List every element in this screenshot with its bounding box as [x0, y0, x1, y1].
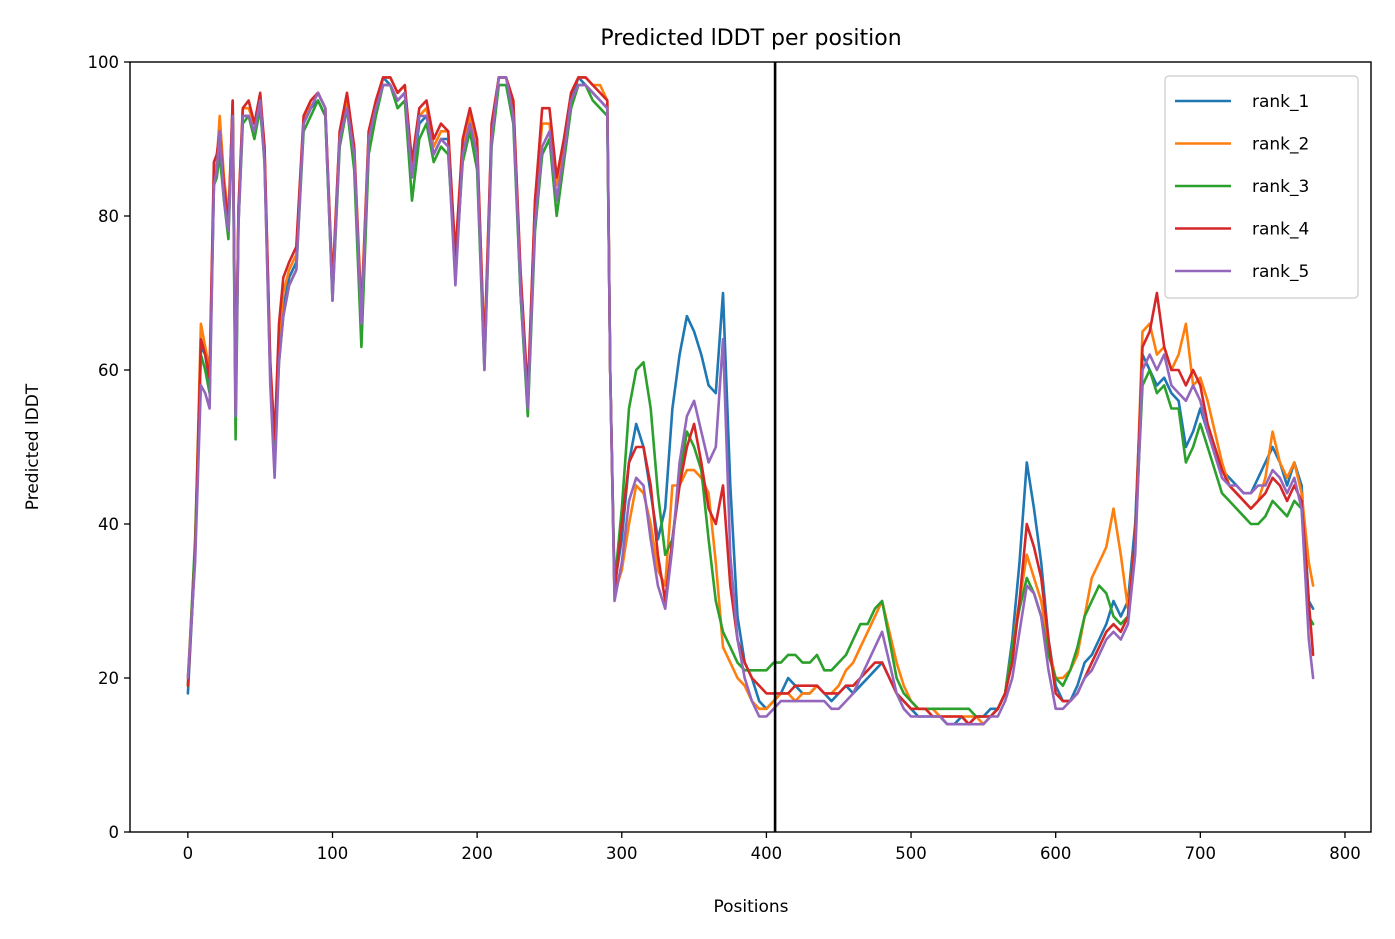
legend-box: [1164, 75, 1359, 299]
y-ticks: 0 20 40 60 80 100: [88, 53, 130, 842]
x-tick-label: 400: [751, 844, 783, 863]
legend-label: rank_4: [1252, 220, 1309, 240]
x-tick-label: 300: [606, 844, 638, 863]
legend-label: rank_2: [1252, 135, 1309, 155]
x-tick-label: 600: [1040, 844, 1072, 863]
y-axis-label: Predicted lDDT: [23, 383, 43, 510]
legend: rank_1 rank_2 rank_3 rank_4 rank_5: [1164, 75, 1359, 299]
x-tick-label: 800: [1329, 844, 1361, 863]
legend-label: rank_3: [1252, 177, 1309, 197]
x-tick-label: 200: [461, 844, 493, 863]
legend-label: rank_5: [1252, 262, 1309, 282]
x-axis-label: Positions: [713, 897, 788, 917]
y-tick-label: 80: [98, 207, 119, 226]
x-tick-label: 0: [183, 844, 194, 863]
y-tick-label: 0: [109, 823, 120, 842]
chart-title: Predicted lDDT per position: [600, 26, 901, 51]
x-tick-label: 500: [895, 844, 927, 863]
y-tick-label: 60: [98, 361, 119, 380]
x-tick-label: 700: [1185, 844, 1217, 863]
x-ticks: 0 100 200 300 400 500 600 700 800: [183, 832, 1361, 863]
y-tick-label: 100: [88, 53, 120, 72]
series-layer: [186, 76, 1315, 726]
plot-frame: [129, 61, 1372, 833]
x-tick-label: 100: [317, 844, 349, 863]
legend-label: rank_1: [1252, 92, 1309, 112]
y-tick-label: 20: [98, 669, 119, 688]
y-tick-label: 40: [98, 515, 119, 534]
series-line-rank-5: [186, 76, 1315, 726]
